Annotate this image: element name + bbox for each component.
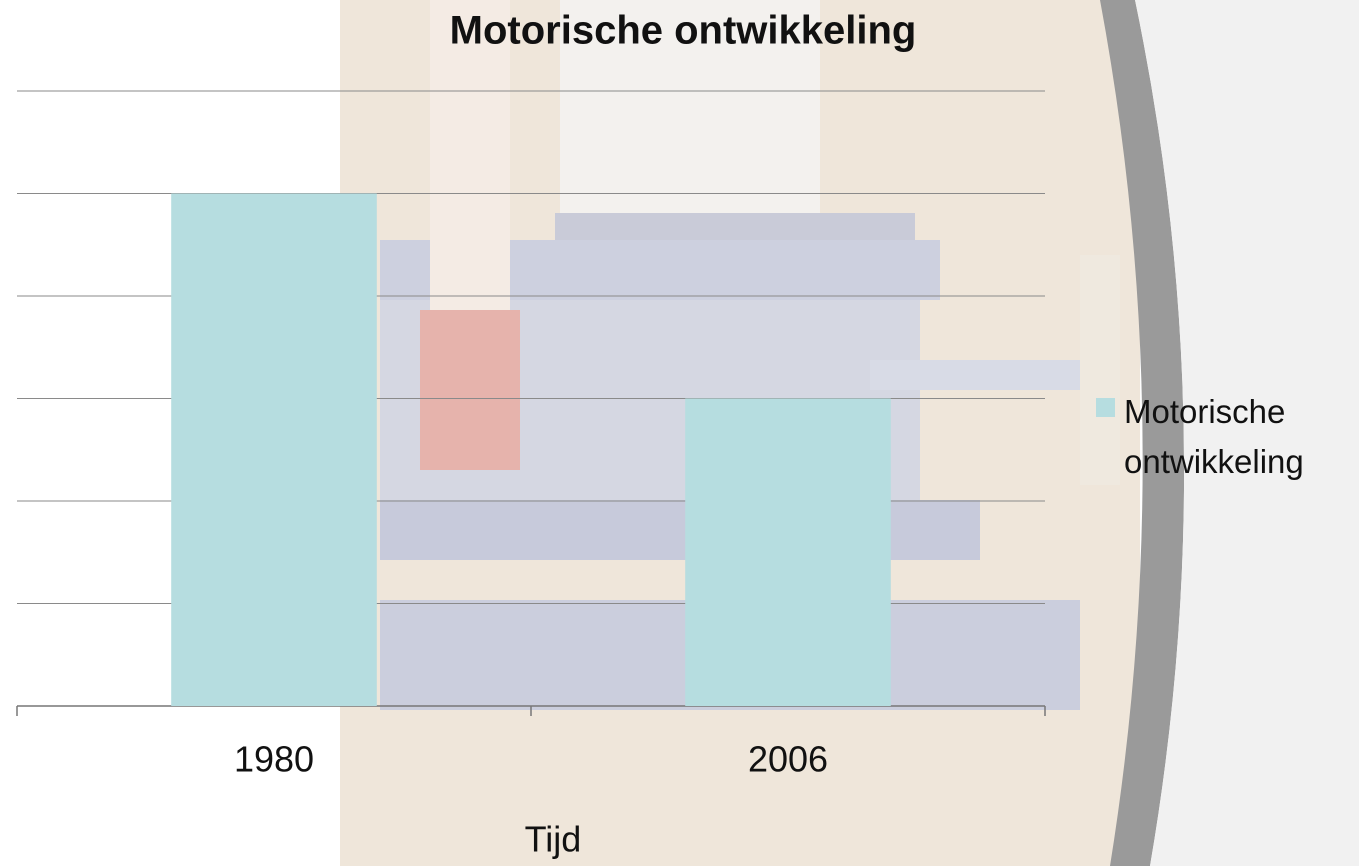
slide: Motorische ontwikkeling Tijd 1980 2006 Mo…	[0, 0, 1359, 866]
x-tick-label: 1980	[234, 739, 314, 780]
bar	[685, 399, 891, 707]
chart-title: Motorische ontwikkeling	[450, 9, 917, 53]
legend-label: Motorische ontwikkeling	[1124, 387, 1354, 487]
x-tick-label: 2006	[748, 739, 828, 780]
x-axis-title: Tijd	[525, 819, 582, 860]
legend-swatch	[1096, 398, 1115, 417]
bar	[171, 194, 377, 707]
